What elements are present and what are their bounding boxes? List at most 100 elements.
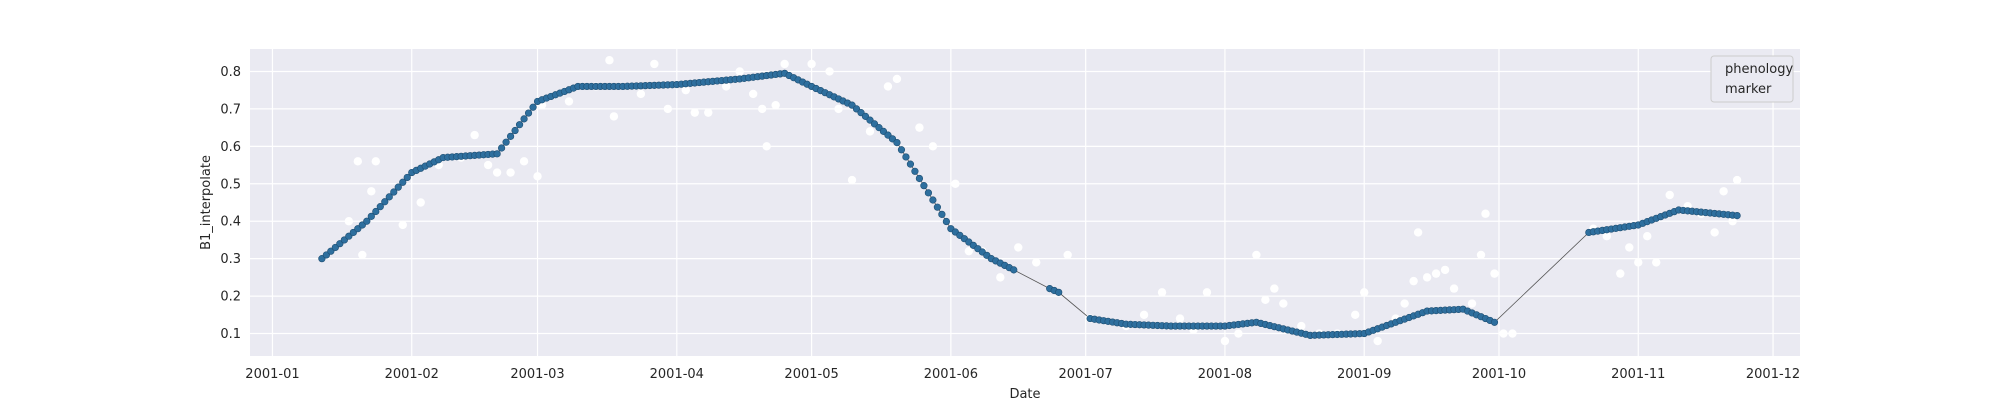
raw-point bbox=[704, 108, 713, 117]
raw-point bbox=[398, 220, 407, 230]
raw-point bbox=[416, 198, 425, 207]
raw-point bbox=[1400, 299, 1409, 308]
raw-point bbox=[1014, 243, 1023, 252]
raw-point bbox=[353, 157, 363, 166]
raw-point bbox=[1252, 250, 1261, 260]
raw-point bbox=[825, 67, 834, 76]
raw-point bbox=[1270, 284, 1279, 293]
x-tick-label: 2001-10 bbox=[1472, 367, 1526, 382]
legend-entry-marker: marker bbox=[1725, 82, 1772, 97]
y-tick-label: 0.7 bbox=[220, 102, 241, 117]
raw-point bbox=[1508, 329, 1517, 338]
x-tick-label: 2001-08 bbox=[1198, 367, 1252, 382]
raw-point bbox=[807, 59, 816, 69]
interpolated-point bbox=[493, 150, 501, 158]
raw-point bbox=[1297, 321, 1306, 331]
y-tick-label: 0.4 bbox=[220, 215, 241, 230]
raw-point bbox=[1710, 228, 1719, 237]
interpolated-point bbox=[1733, 212, 1741, 220]
interpolated-point bbox=[924, 189, 933, 197]
interpolated-point bbox=[938, 210, 946, 218]
raw-point bbox=[762, 142, 771, 151]
legend-box bbox=[1710, 55, 1794, 103]
x-tick-label: 2001-07 bbox=[1058, 367, 1112, 382]
y-tick-label: 0.2 bbox=[220, 290, 241, 305]
raw-point bbox=[928, 142, 938, 151]
x-tick-label: 2001-01 bbox=[245, 367, 299, 382]
interpolated-point bbox=[1010, 266, 1018, 274]
raw-point bbox=[690, 108, 699, 117]
raw-point bbox=[834, 104, 843, 114]
interpolated-point bbox=[515, 121, 524, 129]
raw-point bbox=[996, 273, 1005, 282]
interpolated-point bbox=[929, 196, 937, 204]
raw-point bbox=[506, 168, 515, 177]
raw-point bbox=[1643, 231, 1652, 241]
raw-point bbox=[1440, 265, 1450, 275]
raw-point bbox=[1665, 190, 1674, 200]
raw-point bbox=[771, 100, 780, 110]
interpolated-point bbox=[394, 183, 402, 191]
raw-point bbox=[1481, 209, 1490, 218]
raw-point bbox=[1157, 288, 1167, 297]
interpolated-point bbox=[381, 198, 389, 206]
y-tick-label: 0.8 bbox=[220, 65, 241, 80]
x-tick-label: 2001-06 bbox=[924, 367, 978, 382]
y-axis-ticks: 0.1 0.2 0.3 0.4 0.5 0.6 0.7 0.8 bbox=[220, 65, 241, 342]
interpolated-point bbox=[902, 153, 910, 161]
y-tick-label: 0.3 bbox=[220, 252, 241, 267]
raw-point bbox=[847, 175, 857, 185]
raw-point bbox=[483, 160, 493, 170]
interpolated-series-markers bbox=[318, 69, 1741, 340]
raw-point bbox=[1431, 269, 1441, 278]
raw-point bbox=[1728, 217, 1737, 226]
x-axis-ticks: 2001-01 2001-02 2001-03 2001-04 2001-05 2001-… bbox=[245, 367, 1800, 382]
interpolated-point bbox=[367, 212, 375, 220]
raw-point bbox=[1602, 231, 1612, 241]
x-tick-label: 2001-12 bbox=[1746, 367, 1800, 382]
raw-point bbox=[1234, 329, 1243, 338]
raw-point bbox=[1279, 299, 1288, 308]
raw-point bbox=[358, 250, 367, 260]
y-tick-label: 0.1 bbox=[220, 327, 241, 342]
interpolated-point bbox=[403, 173, 411, 182]
raw-point bbox=[748, 89, 758, 99]
raw-point bbox=[1732, 175, 1742, 185]
x-tick-label: 2001-05 bbox=[784, 367, 838, 382]
legend-entry-phenology: phenology bbox=[1725, 62, 1793, 77]
raw-point bbox=[1261, 295, 1270, 305]
interpolated-point bbox=[1055, 288, 1063, 296]
raw-point bbox=[1202, 288, 1212, 297]
interpolated-point bbox=[529, 103, 537, 111]
raw-point bbox=[883, 82, 893, 91]
raw-point bbox=[964, 246, 974, 256]
x-tick-label: 2001-04 bbox=[650, 367, 704, 382]
raw-point bbox=[371, 157, 380, 166]
raw-point bbox=[470, 130, 479, 140]
raw-point bbox=[1490, 269, 1499, 278]
x-tick-label: 2001-09 bbox=[1337, 367, 1391, 382]
interpolated-point bbox=[933, 203, 941, 211]
y-tick-label: 0.6 bbox=[220, 140, 241, 155]
raw-point bbox=[1616, 269, 1625, 278]
raw-point bbox=[663, 104, 673, 114]
raw-point bbox=[609, 112, 619, 121]
raw-point bbox=[1175, 314, 1185, 323]
interpolated-point bbox=[376, 203, 384, 211]
raw-point bbox=[951, 179, 960, 188]
interpolated-point bbox=[893, 138, 901, 147]
interpolated-point bbox=[897, 146, 906, 154]
raw-point bbox=[722, 82, 731, 91]
raw-point bbox=[1032, 258, 1041, 267]
interpolated-point bbox=[399, 178, 407, 186]
interpolated-point bbox=[942, 217, 950, 226]
raw-point bbox=[344, 217, 354, 226]
raw-point bbox=[1139, 310, 1149, 320]
raw-point bbox=[650, 59, 659, 69]
raw-point bbox=[1449, 284, 1459, 293]
interpolated-point bbox=[506, 132, 515, 140]
raw-point bbox=[1360, 288, 1369, 297]
interpolated-point bbox=[920, 182, 928, 190]
interpolated-point bbox=[1490, 318, 1499, 326]
raw-point bbox=[1634, 258, 1643, 267]
